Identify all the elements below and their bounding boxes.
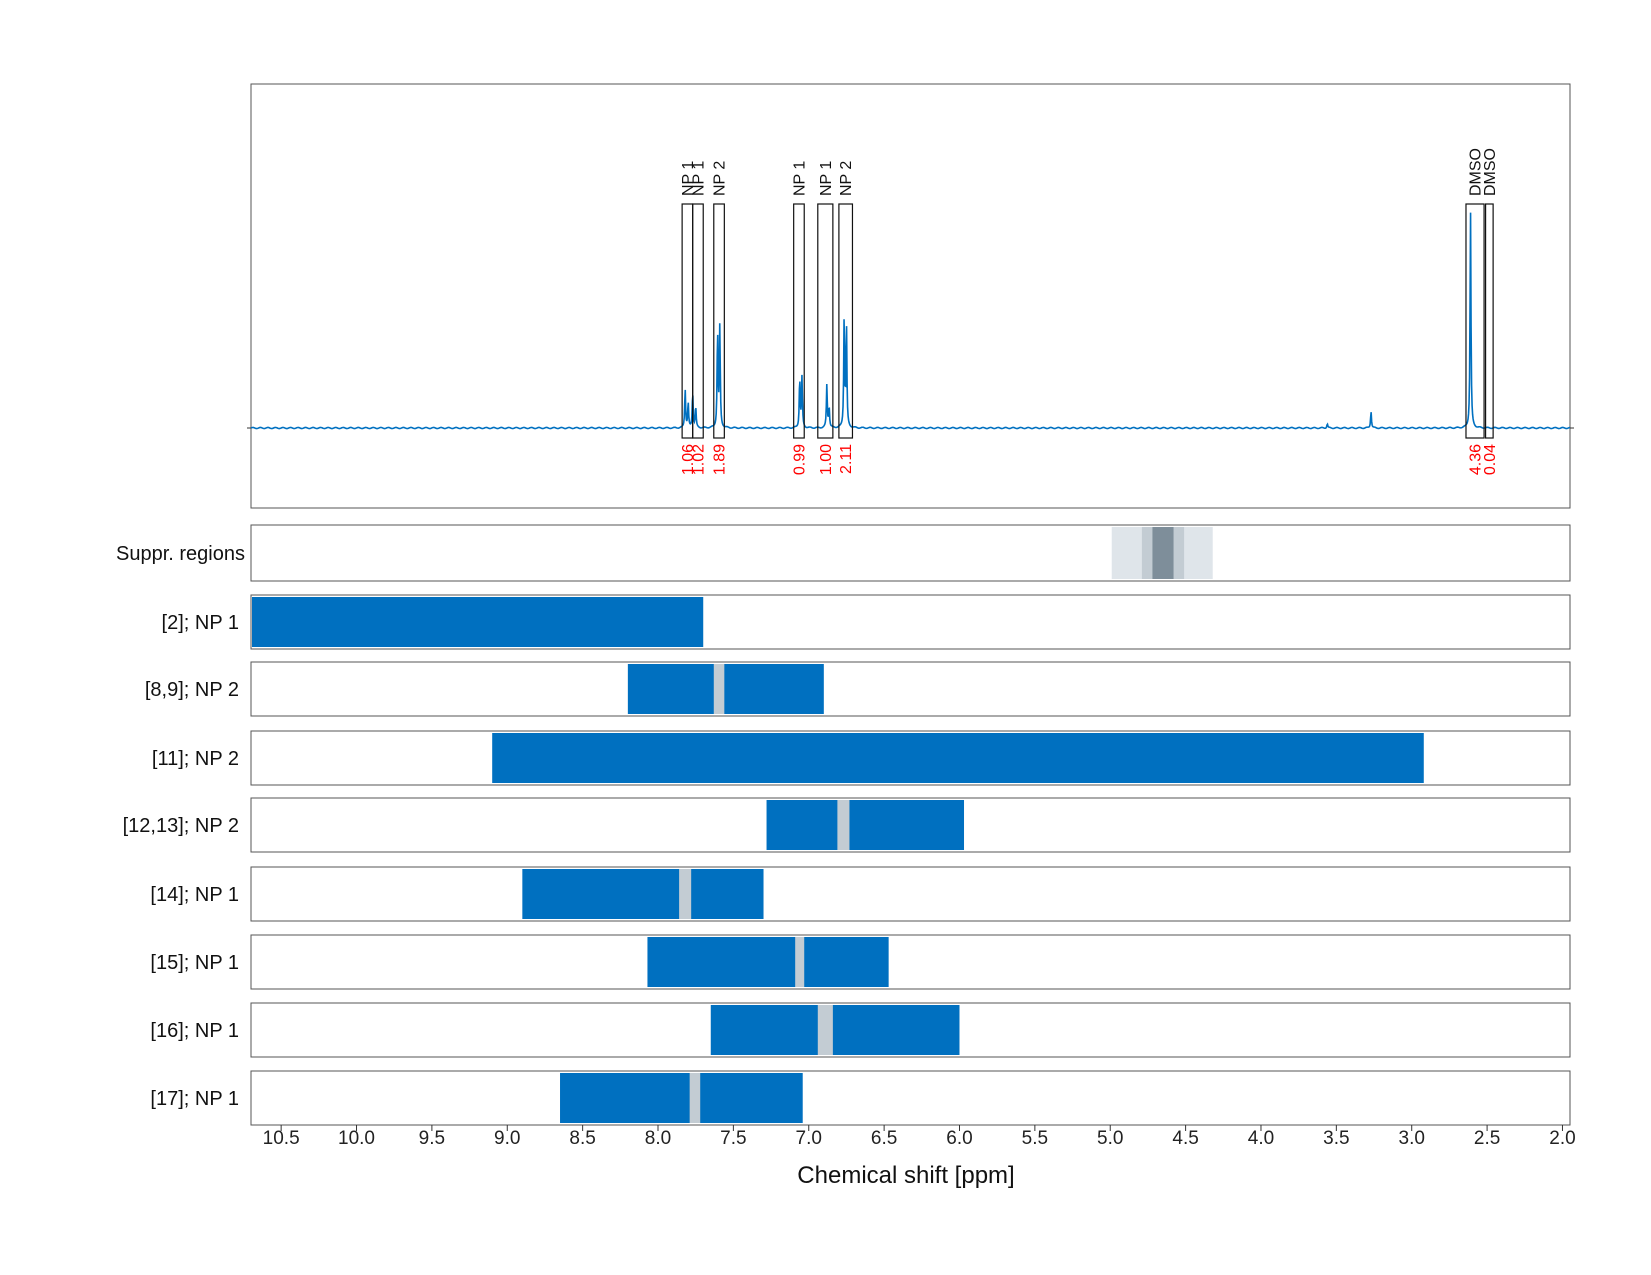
peak-region-label: NP 2 (838, 161, 855, 196)
range-gap (817, 1005, 833, 1055)
x-tick-label: 6.0 (946, 1128, 972, 1149)
peak-region-label: NP 1 (680, 161, 697, 196)
range-row-label: [16]; NP 1 (150, 1020, 239, 1042)
integral-value: 2.11 (838, 444, 855, 474)
x-axis: 10.5 10.0 9.5 9.0 8.5 8.0 7.5 7.0 6.5 6.0 5.5 5.0 4.… (263, 1125, 1576, 1149)
range-bar (710, 1005, 960, 1055)
x-tick-label: 8.0 (645, 1128, 671, 1149)
range-row-frame (250, 866, 1571, 922)
range-gap (713, 664, 725, 714)
spectrum-line (250, 212, 1571, 430)
x-tick-label: 10.5 (263, 1128, 300, 1149)
range-bar (252, 597, 704, 647)
peak-region-label: NP 1 (818, 161, 835, 196)
integral-value: 0.99 (791, 444, 808, 475)
x-axis-title: Chemical shift [ppm] (797, 1162, 1014, 1189)
range-rows: Suppr. regions [2]; NP 1 [8,9]; NP 2 [11]; … (116, 524, 1571, 1126)
integral-value: 4.36 (1468, 444, 1485, 475)
x-tick-label: 4.0 (1248, 1128, 1274, 1149)
range-row-label: [17]; NP 1 (150, 1088, 239, 1110)
x-tick-label: 3.5 (1323, 1128, 1349, 1149)
x-tick-label: 6.5 (871, 1128, 897, 1149)
peak-region-label: NP 1 (690, 161, 707, 196)
spectrum-frame (250, 83, 1571, 509)
range-bar (627, 664, 824, 714)
range-bar (522, 869, 764, 919)
range-gap (679, 869, 692, 919)
integral-value: 1.02 (690, 444, 707, 475)
peak-region-box (713, 203, 725, 439)
spectrum-panel: NP 1 1.06 NP 1 1.02 NP 2 1.89 NP 1 0.99 NP 1 1.00… (247, 83, 1574, 509)
range-row-label: [14]; NP 1 (150, 884, 239, 906)
range-row-label: [2]; NP 1 (162, 612, 239, 634)
x-tick-label: 7.5 (720, 1128, 746, 1149)
x-tick-label: 3.0 (1399, 1128, 1425, 1149)
integral-value: 0.04 (1482, 444, 1499, 475)
peak-region-box (793, 203, 805, 439)
x-tick-label: 5.0 (1097, 1128, 1123, 1149)
peak-region-label: NP 2 (712, 161, 729, 196)
peak-region-label: DMSO (1482, 148, 1499, 196)
peak-region-box (838, 203, 854, 439)
range-bar (647, 937, 889, 987)
range-row-label: [8,9]; NP 2 (145, 679, 239, 701)
x-tick-label: 9.0 (494, 1128, 520, 1149)
x-tick-label: 4.5 (1172, 1128, 1198, 1149)
range-gap (795, 937, 805, 987)
integral-value: 1.89 (712, 444, 729, 475)
x-tick-label: 2.5 (1474, 1128, 1500, 1149)
x-tick-label: 9.5 (419, 1128, 445, 1149)
range-bar (560, 1073, 803, 1123)
peak-region-label: DMSO (1468, 148, 1485, 196)
range-bar (492, 733, 1424, 783)
peak-region-box (1465, 203, 1485, 439)
x-tick-label: 10.0 (338, 1128, 375, 1149)
peak-region-label: NP 1 (791, 161, 808, 196)
x-tick-label: 8.5 (569, 1128, 595, 1149)
range-row-frame (250, 1070, 1571, 1126)
integral-value: 1.00 (818, 444, 835, 475)
range-gap (837, 800, 850, 850)
range-row-label: [12,13]; NP 2 (123, 815, 239, 837)
peak-region-box (1484, 203, 1494, 439)
range-row-label: [15]; NP 1 (150, 952, 239, 974)
x-tick-label: 5.5 (1022, 1128, 1048, 1149)
suppression-row-label: Suppr. regions (116, 543, 245, 565)
x-tick-label: 7.0 (796, 1128, 822, 1149)
peak-region-box (817, 203, 834, 439)
x-tick-label: 2.0 (1549, 1128, 1575, 1149)
range-row-frame (250, 934, 1571, 990)
suppression-band (1152, 527, 1174, 579)
range-bar (766, 800, 965, 850)
integral-value: 1.06 (680, 444, 697, 475)
suppression-row-frame (250, 524, 1571, 582)
peak-region-box (692, 203, 704, 439)
range-gap (689, 1073, 701, 1123)
range-row-label: [11]; NP 2 (152, 748, 239, 770)
range-row-frame (250, 661, 1571, 717)
